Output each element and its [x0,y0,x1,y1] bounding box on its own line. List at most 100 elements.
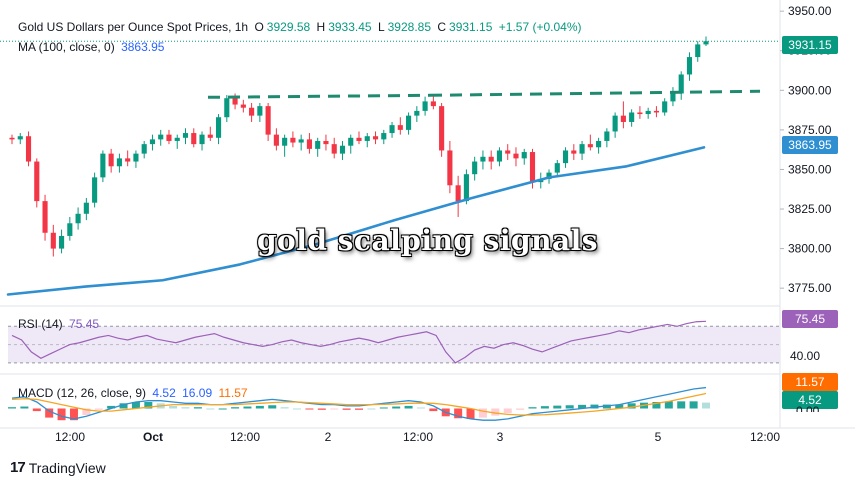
high-value: 3933.45 [328,20,372,34]
candle-body [315,140,321,149]
ma-price-badge: 3863.95 [782,136,838,154]
close-label: C [437,20,447,34]
macd-histogram-bar [553,405,562,409]
candle-body [381,133,387,140]
time-tick-label: Oct [143,430,163,444]
candle-body [232,98,238,105]
candle-body [17,136,23,140]
last-price-badge: 3931.15 [782,36,838,54]
macd-histogram-bar [677,401,686,409]
macd-histogram-bar [280,407,289,409]
macd-histogram-bar [317,408,326,410]
rsi-header: RSI (14) 75.45 [18,317,102,331]
macd-histogram-bar [379,407,388,409]
candle-body [215,117,222,138]
macd-histogram-bar [255,405,264,409]
macd-histogram-bar [20,406,29,409]
candle-body [587,144,593,148]
candle-body [447,150,453,186]
ma-100-line [6,146,706,296]
macd-histogram-bar [355,408,363,410]
candle-body [653,110,659,113]
macd-histogram-bar [119,403,128,409]
macd-histogram-bar [540,406,549,409]
macd-histogram-bar [702,402,710,409]
candle-body [571,150,577,154]
macd-histogram-bar [652,402,661,409]
brand-name: TradingView [28,459,106,476]
candle-body [133,153,139,162]
macd-histogram-bar [367,408,376,410]
candle-body [42,201,48,233]
candle-body [629,112,635,122]
macd-histogram-bar [330,408,339,410]
candle-body [34,161,40,202]
candle-body [596,140,602,148]
macd-histogram-bar [528,407,537,409]
candle-body [125,158,131,162]
resistance-line-left [207,93,431,99]
macd-histogram-bar [82,408,91,415]
macd-histogram-bar [429,408,438,412]
candle-body [273,134,279,146]
macd-header: MACD (12, 26, close, 9) 4.52 16.09 11.57 [18,386,251,400]
tradingview-logo-icon: 17 [10,459,26,476]
ma-header: MA (100, close, 0) 3863.95 [18,40,167,54]
candle-body [620,115,626,122]
macd-value-3: 11.57 [218,386,248,400]
macd-histogram-bar [144,402,153,409]
candle-body [265,106,271,135]
candle-body [604,131,610,141]
macd-histogram-bar [404,405,413,409]
candle-body [406,115,412,130]
tradingview-brand[interactable]: 17 TradingView [10,459,106,476]
price-tick-label: 3900.00 [788,83,832,97]
macd-signal-line [11,392,707,416]
candle-body [306,139,312,149]
candle-body [455,185,461,202]
macd-histogram-bar [491,408,500,416]
open-value: 3929.58 [266,20,311,34]
candle-body [554,163,560,173]
time-tick-label: 3 [497,430,504,444]
time-tick-label: 2 [325,430,332,444]
candle-body [439,106,445,151]
candle-body [686,57,693,75]
price-tick-label: 3950.00 [788,4,832,18]
macd-histogram-bar [466,408,475,419]
candle-body [529,152,536,183]
candle-body [496,150,503,162]
candle-body [579,144,585,154]
time-tick-label: 12:00 [750,430,780,444]
close-value: 3931.15 [449,20,493,34]
candle-body [612,115,618,132]
price-tick-label: 3800.00 [788,242,832,256]
candle-body [678,74,684,94]
candle-body [480,156,486,162]
price-tick-label: 3875.00 [788,123,832,137]
macd-histogram-bar [516,408,525,410]
candle-body [59,235,65,249]
candle-body [67,223,73,236]
candle-body [9,137,15,140]
candle-body [389,125,395,134]
macd-histogram-bar [503,408,512,414]
macd-histogram-bar [615,404,624,409]
macd-histogram-bar [169,405,178,409]
candle-body [108,153,114,167]
macd-axis-partial: 0.00 [796,404,820,412]
candle-body [513,153,519,159]
change-value: +1.57 (+0.04%) [498,20,582,34]
candle-body [323,140,329,145]
macd-signal-badge: 11.57 [782,373,838,391]
candle-body [331,144,337,154]
macd-histogram-bar [478,408,487,418]
candle-body [199,134,205,145]
candle-body [422,101,428,111]
macd-value-2: 16.09 [182,386,213,400]
candle-body [191,133,197,145]
macd-histogram-bar [416,407,425,409]
candle-body [257,106,263,116]
